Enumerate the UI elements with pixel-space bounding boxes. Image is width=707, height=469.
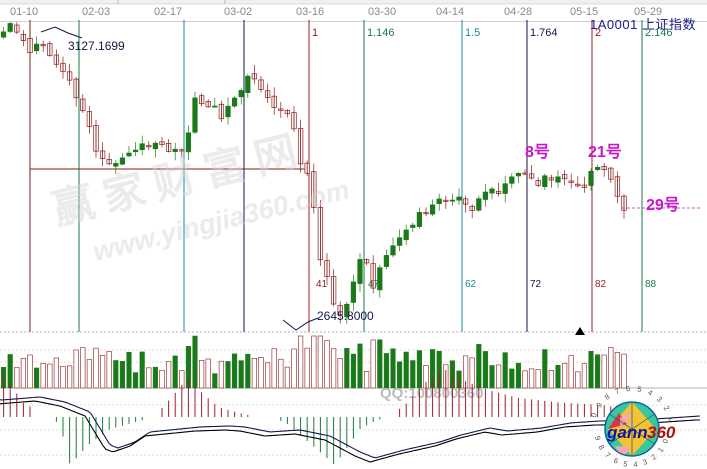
- svg-text:7: 7: [603, 450, 612, 459]
- svg-text:4: 4: [633, 460, 638, 469]
- svg-text:2: 2: [662, 404, 672, 412]
- svg-text:9: 9: [593, 435, 603, 441]
- svg-text:6: 6: [626, 384, 631, 393]
- svg-text:3: 3: [655, 395, 664, 404]
- svg-text:8: 8: [603, 392, 612, 402]
- svg-text:5: 5: [623, 459, 629, 469]
- svg-text:1: 1: [666, 415, 676, 421]
- svg-text:6: 6: [612, 456, 620, 466]
- svg-text:3: 3: [641, 457, 648, 467]
- svg-text:9: 9: [594, 401, 604, 410]
- svg-text:7: 7: [613, 386, 620, 396]
- svg-text:8: 8: [597, 443, 607, 451]
- svg-text:5: 5: [637, 384, 643, 394]
- svg-text:0: 0: [589, 412, 599, 419]
- svg-text:360: 360: [647, 423, 676, 442]
- svg-text:2: 2: [649, 452, 658, 462]
- svg-text:gann: gann: [606, 423, 648, 442]
- svg-text:1: 1: [656, 446, 666, 455]
- svg-text:4: 4: [646, 388, 654, 398]
